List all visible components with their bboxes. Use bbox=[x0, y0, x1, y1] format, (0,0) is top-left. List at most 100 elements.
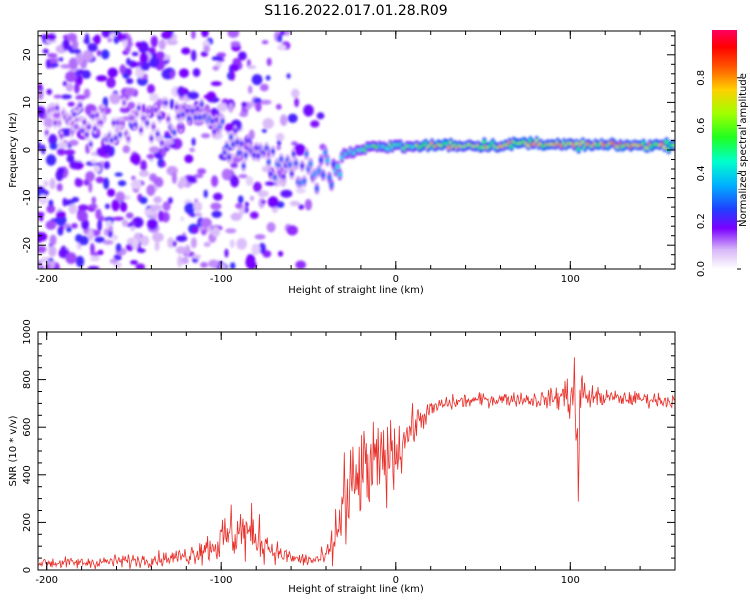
noise-blob bbox=[140, 160, 147, 172]
noise-blob bbox=[264, 181, 277, 186]
ridge-core bbox=[245, 137, 250, 144]
noise-blob bbox=[295, 260, 307, 269]
colorbar-ticks: 0.0 0.2 0.4 0.6 0.8 bbox=[696, 70, 741, 277]
colorbar-gradient bbox=[712, 30, 737, 269]
ridge-core bbox=[178, 124, 183, 130]
ridge-core bbox=[159, 140, 164, 146]
ridge-core bbox=[321, 172, 326, 178]
ridge-core bbox=[155, 131, 160, 137]
ridge-core bbox=[126, 136, 131, 142]
x-tick-label: 0 bbox=[393, 575, 399, 586]
noise-blob bbox=[287, 113, 298, 124]
noise-blob bbox=[229, 239, 235, 249]
noise-blob bbox=[38, 245, 47, 254]
spectrogram-noise bbox=[38, 31, 327, 269]
ridge-core bbox=[113, 135, 118, 141]
noise-blob bbox=[46, 204, 56, 214]
y-tick-label: 600 bbox=[22, 418, 33, 437]
noise-blob bbox=[49, 234, 57, 246]
ridge-core bbox=[82, 119, 87, 125]
noise-blob bbox=[90, 242, 95, 255]
noise-blob bbox=[101, 31, 111, 38]
ridge-core bbox=[157, 114, 162, 121]
noise-blob bbox=[103, 177, 110, 190]
ridge-core bbox=[90, 113, 95, 119]
noise-blob bbox=[111, 199, 120, 212]
ridge-core bbox=[270, 148, 275, 155]
noise-blob bbox=[121, 34, 128, 41]
noise-blob bbox=[150, 204, 156, 213]
ridge-core bbox=[243, 152, 248, 159]
noise-blob bbox=[230, 162, 238, 168]
noise-blob bbox=[113, 261, 122, 269]
noise-blob bbox=[251, 243, 261, 255]
ridge-core bbox=[149, 135, 154, 142]
noise-blob bbox=[146, 184, 156, 196]
ridge-core bbox=[111, 120, 116, 126]
noise-blob bbox=[259, 83, 269, 92]
noise-blob bbox=[49, 178, 56, 190]
noise-blob bbox=[122, 145, 131, 154]
ridge-core bbox=[237, 150, 242, 156]
noise-blob bbox=[152, 176, 160, 183]
noise-blob bbox=[161, 161, 166, 167]
noise-blob bbox=[82, 50, 94, 62]
noise-blob bbox=[71, 39, 79, 50]
noise-blob bbox=[193, 173, 204, 179]
noise-blob bbox=[138, 170, 150, 177]
noise-blob bbox=[203, 241, 211, 247]
chart-title: S116.2022.017.01.28.R09 bbox=[264, 3, 447, 19]
noise-blob bbox=[75, 234, 83, 243]
noise-blob bbox=[280, 189, 293, 198]
noise-blob bbox=[198, 226, 206, 231]
noise-blob bbox=[211, 226, 221, 238]
ridge-core bbox=[287, 161, 292, 168]
spectrogram-y-ticks: -20 -10 0 10 20 bbox=[22, 35, 675, 265]
ridge-core bbox=[323, 149, 328, 156]
noise-blob bbox=[294, 97, 299, 108]
noise-blob bbox=[95, 208, 102, 220]
noise-blob bbox=[179, 68, 189, 78]
noise-blob bbox=[91, 196, 97, 205]
noise-blob bbox=[74, 178, 84, 188]
noise-blob bbox=[38, 213, 44, 222]
noise-blob bbox=[88, 203, 98, 209]
noise-blob bbox=[266, 57, 272, 67]
y-tick-label: 800 bbox=[22, 370, 33, 389]
noise-blob bbox=[139, 52, 149, 64]
noise-blob bbox=[38, 89, 44, 100]
noise-blob bbox=[122, 219, 129, 227]
noise-blob bbox=[191, 31, 196, 40]
noise-blob bbox=[76, 210, 88, 222]
noise-blob bbox=[87, 266, 100, 269]
noise-blob bbox=[225, 228, 237, 234]
ridge-core bbox=[289, 170, 294, 177]
y-tick-label: -20 bbox=[22, 237, 33, 253]
noise-blob bbox=[181, 256, 190, 265]
ridge-core bbox=[72, 111, 76, 118]
noise-blob bbox=[62, 197, 67, 207]
noise-blob bbox=[67, 101, 75, 107]
ridge-core bbox=[264, 145, 269, 151]
noise-blob bbox=[200, 51, 209, 57]
noise-blob bbox=[38, 231, 44, 243]
noise-blob bbox=[286, 73, 291, 79]
noise-blob bbox=[184, 202, 195, 215]
noise-blob bbox=[148, 220, 156, 228]
ridge-core bbox=[224, 143, 229, 149]
noise-blob bbox=[135, 263, 146, 269]
noise-blob bbox=[107, 67, 118, 78]
ridge-core bbox=[118, 131, 122, 138]
noise-blob bbox=[49, 142, 58, 150]
ridge-core bbox=[231, 141, 236, 148]
noise-blob bbox=[130, 154, 140, 164]
noise-blob bbox=[289, 200, 301, 207]
ridge-core bbox=[197, 114, 202, 121]
noise-blob bbox=[236, 238, 247, 250]
ridge-core bbox=[95, 112, 99, 119]
ridge-core bbox=[293, 160, 298, 167]
noise-blob bbox=[95, 176, 105, 184]
noise-blob bbox=[137, 248, 146, 253]
noise-blob bbox=[260, 99, 272, 105]
y-tick-label: -10 bbox=[22, 189, 33, 205]
